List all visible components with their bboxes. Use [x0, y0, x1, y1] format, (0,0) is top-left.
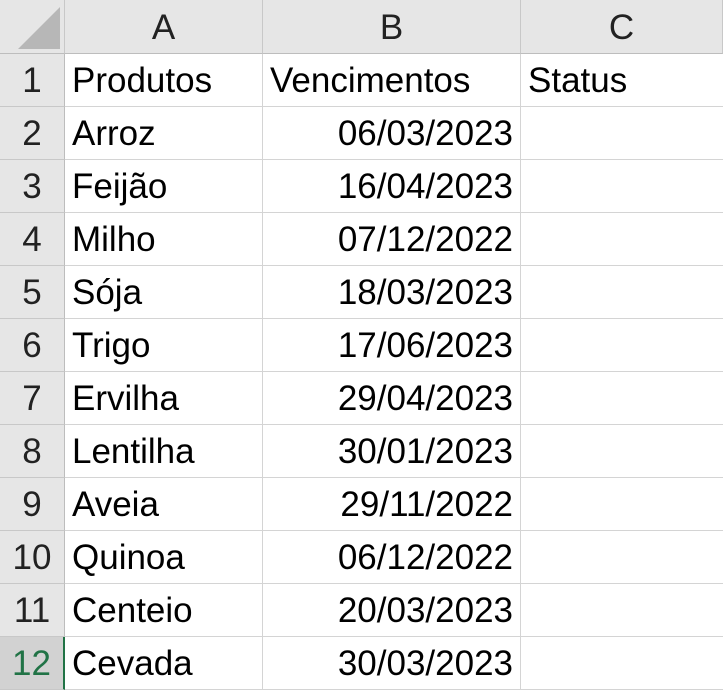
cell-c7[interactable] — [521, 372, 723, 425]
cell-b6[interactable]: 17/06/2023 — [263, 319, 521, 372]
cell-b7[interactable]: 29/04/2023 — [263, 372, 521, 425]
cell-b11[interactable]: 20/03/2023 — [263, 584, 521, 637]
cell-a10[interactable]: Quinoa — [65, 531, 263, 584]
row-header[interactable]: 2 — [0, 107, 65, 160]
cell-c11[interactable] — [521, 584, 723, 637]
cell-b3[interactable]: 16/04/2023 — [263, 160, 521, 213]
row-header[interactable]: 8 — [0, 425, 65, 478]
cell-a9[interactable]: Aveia — [65, 478, 263, 531]
cell-b8[interactable]: 30/01/2023 — [263, 425, 521, 478]
cell-a1[interactable]: Produtos — [65, 54, 263, 107]
column-header-a[interactable]: A — [65, 0, 263, 54]
table-row: 1 Produtos Vencimentos Status — [0, 54, 723, 107]
table-row: 6 Trigo 17/06/2023 — [0, 319, 723, 372]
cell-b9[interactable]: 29/11/2022 — [263, 478, 521, 531]
cell-b5[interactable]: 18/03/2023 — [263, 266, 521, 319]
cell-c9[interactable] — [521, 478, 723, 531]
row-header[interactable]: 7 — [0, 372, 65, 425]
table-row: 4 Milho 07/12/2022 — [0, 213, 723, 266]
row-header[interactable]: 10 — [0, 531, 65, 584]
table-row: 12 Cevada 30/03/2023 — [0, 637, 723, 690]
cell-c2[interactable] — [521, 107, 723, 160]
column-header-b[interactable]: B — [263, 0, 521, 54]
select-all-triangle-icon — [18, 7, 60, 49]
cell-a4[interactable]: Milho — [65, 213, 263, 266]
row-header[interactable]: 4 — [0, 213, 65, 266]
cell-c5[interactable] — [521, 266, 723, 319]
table-row: 11 Centeio 20/03/2023 — [0, 584, 723, 637]
row-header[interactable]: 6 — [0, 319, 65, 372]
cell-c3[interactable] — [521, 160, 723, 213]
select-all-corner[interactable] — [0, 0, 65, 54]
cell-c6[interactable] — [521, 319, 723, 372]
row-header[interactable]: 3 — [0, 160, 65, 213]
cell-c8[interactable] — [521, 425, 723, 478]
table-row: 8 Lentilha 30/01/2023 — [0, 425, 723, 478]
table-row: 5 Sója 18/03/2023 — [0, 266, 723, 319]
cell-a5[interactable]: Sója — [65, 266, 263, 319]
cell-b10[interactable]: 06/12/2022 — [263, 531, 521, 584]
cell-b1[interactable]: Vencimentos — [263, 54, 521, 107]
cell-c10[interactable] — [521, 531, 723, 584]
cell-c12[interactable] — [521, 637, 723, 690]
row-header[interactable]: 5 — [0, 266, 65, 319]
cell-a12[interactable]: Cevada — [65, 637, 263, 690]
table-row: 2 Arroz 06/03/2023 — [0, 107, 723, 160]
cell-a6[interactable]: Trigo — [65, 319, 263, 372]
cell-c1[interactable]: Status — [521, 54, 723, 107]
table-row: 3 Feijão 16/04/2023 — [0, 160, 723, 213]
row-header[interactable]: 9 — [0, 478, 65, 531]
cell-a7[interactable]: Ervilha — [65, 372, 263, 425]
column-header-row: A B C — [0, 0, 723, 54]
table-row: 7 Ervilha 29/04/2023 — [0, 372, 723, 425]
cell-c4[interactable] — [521, 213, 723, 266]
row-header-active[interactable]: 12 — [0, 637, 65, 690]
cell-a2[interactable]: Arroz — [65, 107, 263, 160]
row-header[interactable]: 1 — [0, 54, 65, 107]
table-row: 10 Quinoa 06/12/2022 — [0, 531, 723, 584]
column-header-c[interactable]: C — [521, 0, 723, 54]
cell-b12[interactable]: 30/03/2023 — [263, 637, 521, 690]
cell-b4[interactable]: 07/12/2022 — [263, 213, 521, 266]
cell-b2[interactable]: 06/03/2023 — [263, 107, 521, 160]
cell-a11[interactable]: Centeio — [65, 584, 263, 637]
cell-a8[interactable]: Lentilha — [65, 425, 263, 478]
row-header[interactable]: 11 — [0, 584, 65, 637]
cell-a3[interactable]: Feijão — [65, 160, 263, 213]
table-row: 9 Aveia 29/11/2022 — [0, 478, 723, 531]
